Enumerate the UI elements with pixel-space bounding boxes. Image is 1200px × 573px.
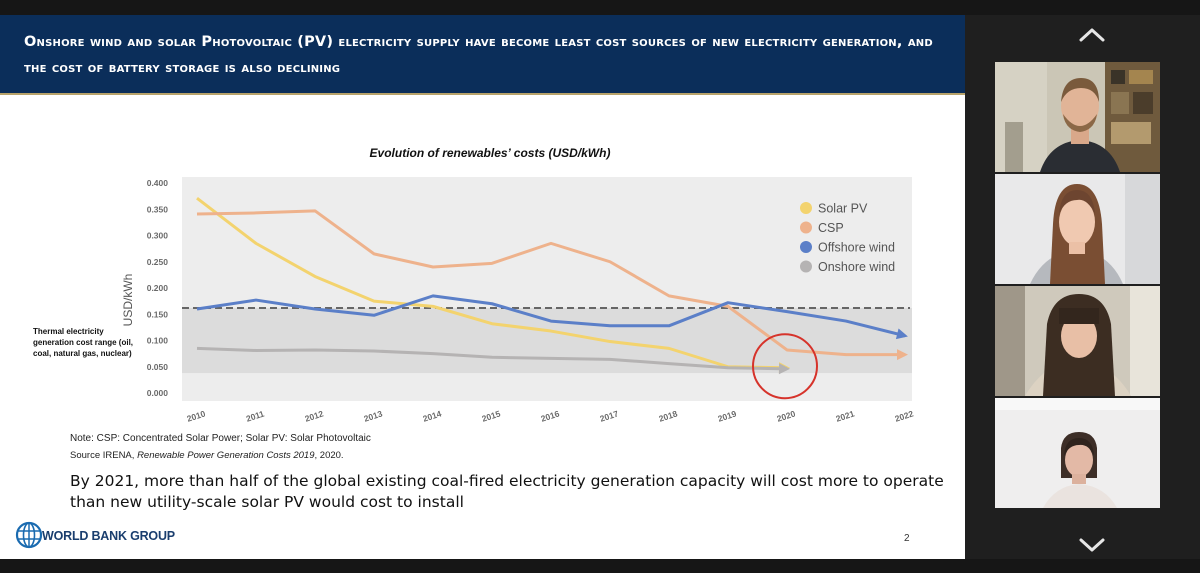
source-title: Renewable Power Generation Costs 2019 bbox=[137, 450, 315, 461]
title-divider bbox=[0, 93, 965, 95]
legend-label: Onshore wind bbox=[818, 260, 895, 274]
chart-note: Note: CSP: Concentrated Solar Power; Sol… bbox=[70, 433, 371, 444]
y-tick-label: 0.100 bbox=[147, 336, 169, 346]
y-tick-label: 0.000 bbox=[147, 388, 169, 398]
legend-marker bbox=[800, 202, 812, 214]
source-suffix: , 2020. bbox=[314, 450, 344, 461]
legend-label: Solar PV bbox=[818, 202, 868, 216]
y-tick-label: 0.350 bbox=[147, 204, 169, 214]
series-line-csp bbox=[196, 209, 905, 357]
shared-slide: Onshore wind and solar Photovoltaic (PV)… bbox=[0, 15, 965, 559]
series-arrow bbox=[895, 328, 908, 340]
slide-title: Onshore wind and solar Photovoltaic (PV)… bbox=[24, 34, 933, 76]
series-arrow bbox=[897, 349, 908, 361]
bottom-strip bbox=[0, 559, 1200, 573]
x-tick-label: 2021 bbox=[835, 408, 856, 423]
legend-marker bbox=[800, 260, 812, 273]
series-line-onshore-wind bbox=[196, 346, 788, 371]
world-bank-logo-text: WORLD BANK GROUP bbox=[42, 529, 175, 543]
x-tick-label: 2012 bbox=[304, 408, 325, 423]
y-tick-label: 0.150 bbox=[147, 309, 169, 319]
x-tick-label: 2018 bbox=[658, 408, 679, 423]
legend-marker bbox=[800, 241, 812, 253]
chevron-down-icon[interactable] bbox=[1077, 535, 1107, 555]
thermal-range-label: Thermal electricity generation cost rang… bbox=[33, 327, 134, 358]
series-line-solar-pv bbox=[196, 197, 788, 370]
chevron-up-icon[interactable] bbox=[1077, 25, 1107, 45]
y-tick-label: 0.300 bbox=[147, 231, 169, 241]
y-tick-label: 0.200 bbox=[147, 283, 169, 293]
participant-video-1[interactable] bbox=[995, 62, 1160, 172]
participant-video-3[interactable] bbox=[995, 286, 1160, 396]
x-tick-label: 2011 bbox=[245, 408, 266, 423]
x-tick-label: 2020 bbox=[776, 408, 797, 423]
slide-page-number: 2 bbox=[904, 533, 910, 544]
y-tick-label: 0.050 bbox=[147, 362, 169, 372]
world-bank-globe-icon bbox=[15, 521, 43, 549]
chart-title: Evolution of renewables’ costs (USD/kWh) bbox=[370, 146, 611, 160]
y-tick-label: 0.400 bbox=[147, 178, 169, 188]
x-tick-label: 2010 bbox=[186, 408, 207, 423]
series-line-offshore-wind bbox=[196, 294, 906, 338]
x-tick-label: 2016 bbox=[540, 408, 561, 423]
slide-title-bar: Onshore wind and solar Photovoltaic (PV)… bbox=[0, 15, 965, 93]
top-strip bbox=[0, 0, 1200, 15]
legend-label: CSP bbox=[818, 221, 844, 235]
participant-video-4[interactable] bbox=[995, 398, 1160, 508]
chart-source: Source IRENA, Renewable Power Generation… bbox=[70, 450, 344, 461]
legend-marker bbox=[800, 221, 812, 234]
legend-label: Offshore wind bbox=[818, 241, 895, 255]
participant-video-2[interactable] bbox=[995, 174, 1160, 284]
x-tick-label: 2015 bbox=[481, 408, 502, 423]
slide-caption: By 2021, more than half of the global ex… bbox=[70, 472, 944, 511]
y-axis-label: USD/kWh bbox=[121, 274, 135, 327]
renewables-cost-chart: Evolution of renewables’ costs (USD/kWh)… bbox=[121, 146, 915, 424]
x-tick-label: 2013 bbox=[363, 408, 384, 423]
series-arrow bbox=[778, 363, 790, 375]
x-tick-label: 2019 bbox=[717, 408, 738, 423]
x-tick-label: 2022 bbox=[894, 408, 915, 423]
annotation-red-circle bbox=[752, 333, 818, 400]
source-prefix: Source IRENA, bbox=[70, 450, 138, 461]
y-tick-label: 0.250 bbox=[147, 257, 169, 267]
x-tick-label: 2014 bbox=[422, 408, 443, 423]
x-tick-label: 2017 bbox=[599, 408, 620, 423]
